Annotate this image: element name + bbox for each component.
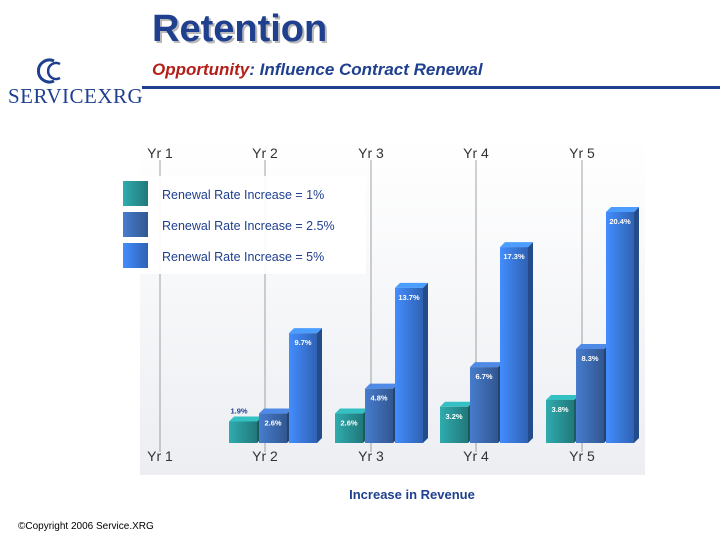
bar bbox=[335, 413, 363, 443]
bar-top bbox=[395, 282, 428, 288]
bar bbox=[395, 287, 423, 443]
legend-entry: Renewal Rate Increase = 5% bbox=[162, 250, 324, 264]
bar-top bbox=[259, 408, 292, 414]
data-label: 3.2% bbox=[445, 412, 462, 421]
bar-top bbox=[229, 416, 262, 422]
category-label-bottom: Yr 5 bbox=[569, 448, 595, 464]
subtitle-rest: : Influence Contract Renewal bbox=[249, 60, 483, 79]
data-label: 13.7% bbox=[398, 293, 420, 302]
page-subtitle: Opportunity: Influence Contract Renewal bbox=[152, 60, 483, 80]
legend-entry: Renewal Rate Increase = 1% bbox=[162, 188, 324, 202]
category-label-bottom: Yr 1 bbox=[147, 448, 173, 464]
bar-side bbox=[423, 282, 428, 443]
data-label: 8.3% bbox=[581, 354, 598, 363]
bar bbox=[229, 421, 257, 443]
data-label: 20.4% bbox=[609, 217, 631, 226]
bar bbox=[259, 413, 287, 443]
bar-top bbox=[470, 362, 503, 368]
service-xrg-logo: SERVICEXRG bbox=[6, 52, 144, 110]
category-label-bottom: Yr 4 bbox=[463, 448, 489, 464]
data-label: 3.8% bbox=[551, 405, 568, 414]
bar-side bbox=[317, 328, 322, 443]
data-label: 6.7% bbox=[475, 372, 492, 381]
bar bbox=[289, 333, 317, 443]
bar-top bbox=[546, 394, 579, 400]
bar bbox=[470, 367, 498, 443]
data-label: 2.6% bbox=[264, 419, 281, 428]
bar bbox=[365, 388, 393, 443]
category-label-top: Yr 2 bbox=[252, 145, 278, 161]
bar-top bbox=[500, 242, 533, 248]
bar-top bbox=[440, 401, 473, 407]
page-title: Retention bbox=[152, 8, 328, 50]
legend-swatch bbox=[123, 212, 148, 237]
category-label-bottom: Yr 3 bbox=[358, 448, 384, 464]
data-label: 9.7% bbox=[294, 338, 311, 347]
category-label-top: Yr 5 bbox=[569, 145, 595, 161]
x-axis-label: Increase in Revenue bbox=[349, 487, 475, 502]
bar-side bbox=[634, 207, 639, 443]
bar-top bbox=[335, 408, 368, 414]
bar bbox=[440, 406, 468, 443]
bar bbox=[606, 212, 634, 443]
bar-top bbox=[365, 383, 398, 389]
category-label-top: Yr 3 bbox=[358, 145, 384, 161]
category-label-top: Yr 4 bbox=[463, 145, 489, 161]
bar-top bbox=[576, 344, 609, 350]
copyright-text: ©Copyright 2006 Service.XRG bbox=[18, 521, 154, 532]
bar-top bbox=[606, 207, 639, 212]
legend-swatch bbox=[123, 181, 148, 206]
bar bbox=[576, 349, 604, 443]
data-label: 1.9% bbox=[230, 406, 247, 415]
subtitle-lead: Opportunity bbox=[152, 60, 250, 79]
data-label: 4.8% bbox=[370, 394, 387, 403]
category-label-bottom: Yr 2 bbox=[252, 448, 278, 464]
data-label: 17.3% bbox=[503, 252, 525, 261]
legend-swatch bbox=[123, 243, 148, 268]
logo-text: SERVICEXRG bbox=[8, 84, 144, 108]
double-c-logo-icon bbox=[36, 58, 61, 84]
category-label-top: Yr 1 bbox=[147, 145, 173, 161]
bar-side bbox=[528, 242, 533, 443]
legend-box bbox=[120, 176, 366, 274]
bar bbox=[500, 247, 528, 443]
data-label: 2.6% bbox=[340, 419, 357, 428]
header-rule bbox=[142, 86, 720, 89]
legend-entry: Renewal Rate Increase = 2.5% bbox=[162, 219, 335, 233]
bar-top bbox=[289, 328, 322, 334]
bar bbox=[546, 399, 574, 443]
